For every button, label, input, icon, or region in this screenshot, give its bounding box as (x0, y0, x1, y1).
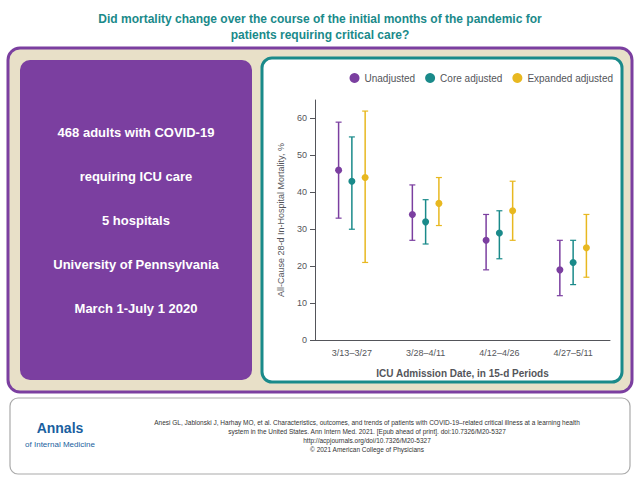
svg-text:5 hospitals: 5 hospitals (102, 213, 170, 228)
svg-text:20: 20 (297, 261, 307, 271)
svg-text:All-Cause 28-d In-Hospital Mor: All-Cause 28-d In-Hospital Mortality, % (276, 143, 286, 297)
svg-text:ICU Admission Date, in 15-d Pe: ICU Admission Date, in 15-d Periods (376, 368, 549, 379)
svg-text:60: 60 (297, 113, 307, 123)
svg-text:3/28–4/11: 3/28–4/11 (406, 348, 445, 358)
svg-text:patients requiring critical ca: patients requiring critical care? (231, 28, 410, 42)
svg-text:468 adults with COVID-19: 468 adults with COVID-19 (58, 125, 215, 140)
svg-text:http://acpjournals.org/doi/10.: http://acpjournals.org/doi/10.7326/M20-5… (303, 437, 431, 445)
svg-text:Anesi GL, Jablonski J, Harhay: Anesi GL, Jablonski J, Harhay MO, et al.… (154, 419, 580, 427)
svg-text:system in the United States. A: system in the United States. Ann Intern … (228, 428, 506, 436)
svg-text:50: 50 (297, 150, 307, 160)
svg-text:0: 0 (302, 335, 307, 345)
svg-text:Expanded adjusted: Expanded adjusted (527, 73, 613, 84)
svg-text:Core adjusted: Core adjusted (440, 73, 502, 84)
svg-text:4/12–4/26: 4/12–4/26 (479, 348, 519, 358)
svg-text:Annals: Annals (37, 420, 84, 436)
svg-text:30: 30 (297, 224, 307, 234)
svg-text:of Internal Medicine: of Internal Medicine (25, 440, 95, 449)
svg-text:Unadjusted: Unadjusted (365, 73, 416, 84)
svg-text:10: 10 (297, 298, 307, 308)
svg-text:40: 40 (297, 187, 307, 197)
svg-text:March 1-July 1 2020: March 1-July 1 2020 (75, 301, 198, 316)
svg-text:3/13–3/27: 3/13–3/27 (332, 348, 372, 358)
svg-text:requiring ICU care: requiring ICU care (80, 169, 193, 184)
svg-text:University of Pennsylvania: University of Pennsylvania (53, 257, 219, 272)
svg-text:© 2021 American College of Phy: © 2021 American College of Physicians (310, 446, 425, 454)
svg-text:Did mortality change over the: Did mortality change over the course of … (98, 12, 542, 26)
svg-text:4/27–5/11: 4/27–5/11 (553, 348, 592, 358)
